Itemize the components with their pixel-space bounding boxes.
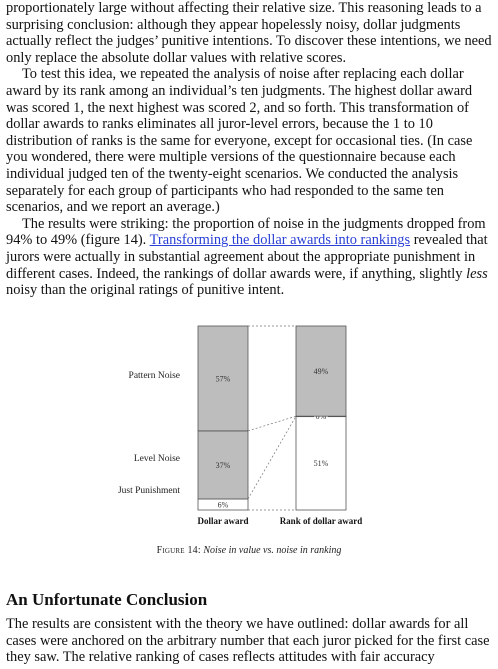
caption-text: Noise in value vs. noise in ranking	[203, 545, 342, 556]
body-text: proportionately large without affecting …	[6, 0, 492, 299]
data-label-1-0: 51%	[314, 459, 329, 468]
connector-line-2	[247, 415, 297, 432]
paragraph-3-start: The results were striking: the proportio…	[6, 215, 486, 249]
data-label-0-0: 6%	[218, 500, 229, 509]
data-label-1-2: 49%	[314, 367, 329, 376]
connector-line-1	[247, 415, 297, 500]
paragraph-3-end: noisy than the original ratings of punit…	[6, 282, 285, 299]
category-label-0: Dollar award	[197, 516, 248, 526]
rankings-link[interactable]: Transforming the dollar awards into rank…	[149, 232, 411, 249]
data-label-0-2: 57%	[216, 374, 231, 383]
paragraph-1: proportionately large without affecting …	[6, 0, 492, 66]
label-just-punishment: Just Punishment	[117, 486, 180, 496]
label-level-noise: Level Noise	[133, 454, 180, 464]
bar-segment-1-0	[295, 415, 347, 511]
caption-prefix: Figure 14:	[156, 545, 201, 556]
bar-segment-0-2	[197, 325, 249, 432]
paragraph-3: The results were striking: the proportio…	[6, 216, 492, 299]
emphasis-less: less	[466, 265, 488, 282]
paragraph-3-mid: revealed that jurors were actually in su…	[6, 232, 488, 282]
data-label-0-1: 37%	[216, 461, 231, 470]
paragraph-2: To test this idea, we repeated the analy…	[6, 66, 473, 216]
figure-caption: Figure 14: Noise in value vs. noise in r…	[0, 545, 498, 556]
bar-segment-1-2	[295, 325, 347, 417]
section-body: The results are consistent with the theo…	[6, 616, 492, 666]
label-pattern-noise: Pattern Noise	[128, 371, 180, 381]
bar-segment-0-1	[197, 430, 249, 500]
figure-14: Pattern Noise Level Noise Just Punishmen…	[0, 318, 498, 558]
section-heading: An Unfortunate Conclusion	[6, 590, 208, 609]
category-label-1: Rank of dollar award	[280, 516, 363, 526]
paragraph-4: The results are consistent with the theo…	[6, 616, 490, 666]
